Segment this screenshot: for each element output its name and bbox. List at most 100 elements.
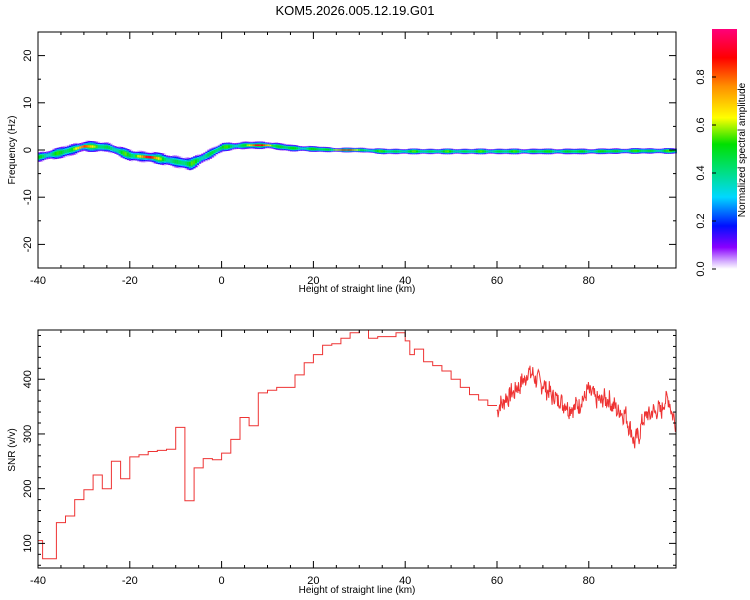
spectrogram-cell xyxy=(601,150,605,153)
spectrogram-cell xyxy=(587,150,591,153)
spectrogram-cell xyxy=(116,149,120,153)
spectrogram-hotspot xyxy=(333,149,337,151)
spectrogram-cell xyxy=(213,149,217,154)
spectrogram-cell xyxy=(636,150,640,152)
spectrogram-xtick-label: 80 xyxy=(583,275,595,287)
spectrogram-hotspot xyxy=(263,144,266,147)
spectrogram-cell xyxy=(46,153,49,157)
snr-ytick-label: 200 xyxy=(22,479,34,497)
spectrogram-cell xyxy=(58,151,62,155)
spectrogram-hotspot xyxy=(343,149,347,151)
spectrogram-cell xyxy=(515,150,518,153)
spectrogram-cell xyxy=(649,150,653,152)
spectrogram-cell xyxy=(517,150,520,153)
spectrogram-hotspot xyxy=(79,146,82,149)
spectrogram-cell xyxy=(442,150,446,153)
spectrogram-cell xyxy=(397,150,401,153)
spectrogram-cell xyxy=(323,148,326,151)
spectrogram-cell xyxy=(508,150,512,153)
spectrogram-cell xyxy=(407,150,411,153)
spectrogram-cell xyxy=(133,154,136,158)
spectrogram-cell xyxy=(126,152,130,157)
spectrogram-cell xyxy=(124,152,128,156)
spectrogram-hotspot xyxy=(81,145,85,149)
spectrogram-cell xyxy=(362,149,365,151)
spectrogram-cell xyxy=(554,150,558,153)
snr-noisy-line xyxy=(496,365,676,449)
spectrogram-cell xyxy=(444,150,448,153)
spectrogram-ytick-label: 10 xyxy=(22,97,34,109)
spectrogram-cell xyxy=(387,150,390,153)
spectrogram-cell xyxy=(566,150,570,153)
spectrogram-cell xyxy=(176,159,180,164)
spectrogram-cell xyxy=(521,150,524,153)
spectrogram-cell xyxy=(174,159,177,164)
spectrogram-hotspot xyxy=(157,157,161,160)
spectrogram-hotspot xyxy=(358,149,361,151)
spectrogram-cell xyxy=(544,150,547,153)
spectrogram-cell xyxy=(106,145,109,149)
spectrogram-hotspot xyxy=(356,149,359,151)
spectrogram-cell xyxy=(647,150,650,152)
spectrogram-cell xyxy=(215,148,219,152)
spectrogram-cell xyxy=(579,150,582,153)
spectrogram-cell xyxy=(639,150,642,152)
spectrogram-cell xyxy=(52,152,56,156)
spectrogram-cell xyxy=(403,150,407,153)
spectrogram-hotspot xyxy=(256,144,260,147)
spectrogram-cell xyxy=(446,150,450,153)
spectrogram-cell xyxy=(467,150,471,153)
spectrogram-ytick-label: 0 xyxy=(22,147,34,153)
spectrogram-cell xyxy=(626,150,630,152)
spectrogram-cell xyxy=(166,158,169,162)
spectrogram-cell xyxy=(186,161,190,166)
spectrogram-cell xyxy=(232,145,235,148)
spectrogram-cell xyxy=(504,150,508,153)
spectrogram-cell xyxy=(310,148,314,150)
spectrogram-cell xyxy=(670,150,673,152)
spectrogram-cell xyxy=(197,158,200,163)
spectrogram-cell xyxy=(572,150,576,153)
spectrogram-cell xyxy=(492,150,496,153)
spectrogram-cell xyxy=(461,150,465,153)
spectrogram-cell xyxy=(643,150,646,152)
spectrogram-cell xyxy=(304,147,308,150)
spectrogram-cell xyxy=(484,150,487,153)
spectrogram-cell xyxy=(513,150,516,153)
spectrogram-cell xyxy=(665,150,669,152)
spectrogram-ytick-label: -10 xyxy=(22,189,34,205)
spectrogram-cell xyxy=(42,154,45,158)
spectrogram-cell xyxy=(382,150,386,153)
colorbar-tick-label: 0.8 xyxy=(695,69,707,84)
snr-xlabel: Height of straight line (km) xyxy=(299,585,416,596)
spectrogram-cell xyxy=(418,150,421,153)
spectrogram-cell xyxy=(449,150,452,153)
spectrogram-cell xyxy=(130,153,134,158)
spectrogram-cell xyxy=(480,150,483,153)
spectrogram-hotspot xyxy=(139,155,142,158)
spectrogram-cell xyxy=(327,148,330,151)
spectrogram-cell xyxy=(211,151,215,155)
spectrogram-cell xyxy=(537,150,541,153)
spectrogram-ticks: -40 -20 0 20 40 60 80 -20 -10 0 10 20 xyxy=(22,31,676,287)
spectrogram-cell xyxy=(238,144,242,148)
spectrogram-cell xyxy=(99,145,103,149)
spectrogram-hotspot xyxy=(149,156,153,159)
spectrogram-cell xyxy=(453,150,456,153)
spectrogram-cell xyxy=(298,147,301,150)
spectrogram-cell xyxy=(546,150,549,153)
spectrogram-cell xyxy=(432,150,436,153)
spectrogram-cell xyxy=(628,150,632,152)
spectrogram-cell xyxy=(434,150,438,153)
spectrogram-cell xyxy=(415,150,419,153)
spectrogram-cell xyxy=(455,150,458,153)
spectrogram-cell xyxy=(316,148,320,151)
spectrogram-cell xyxy=(44,154,47,158)
spectrogram-xtick-label: 0 xyxy=(219,275,225,287)
spectrogram-cell xyxy=(56,151,60,156)
spectrogram-cell xyxy=(519,150,522,153)
spectrogram-hotspot xyxy=(250,144,254,147)
spectrogram-cell xyxy=(219,146,223,150)
spectrogram-cell xyxy=(550,150,553,153)
spectrogram-hotspot xyxy=(339,149,343,151)
